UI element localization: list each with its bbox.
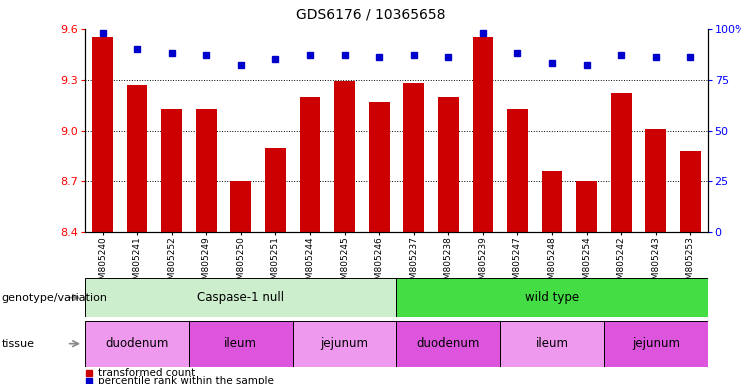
Text: GDS6176 / 10365658: GDS6176 / 10365658 — [296, 8, 445, 22]
Bar — [438, 97, 459, 232]
Bar — [189, 321, 293, 367]
Bar — [403, 83, 424, 232]
Bar — [127, 85, 147, 232]
Text: jejunum: jejunum — [321, 337, 368, 350]
Text: wild type: wild type — [525, 291, 579, 304]
Bar — [334, 81, 355, 232]
Bar — [196, 109, 216, 232]
Bar — [369, 102, 390, 232]
Bar — [611, 93, 631, 232]
Bar — [92, 37, 113, 232]
Text: genotype/variation: genotype/variation — [1, 293, 107, 303]
Bar — [604, 321, 708, 367]
Bar — [265, 147, 286, 232]
Text: duodenum: duodenum — [416, 337, 480, 350]
Bar — [299, 97, 320, 232]
Bar — [162, 109, 182, 232]
Bar — [500, 321, 604, 367]
Text: tissue: tissue — [1, 339, 35, 349]
Bar — [396, 321, 500, 367]
Bar — [293, 321, 396, 367]
Bar — [85, 278, 396, 317]
Bar — [645, 129, 666, 232]
Bar — [230, 182, 251, 232]
Bar — [396, 278, 708, 317]
Text: Caspase-1 null: Caspase-1 null — [197, 291, 285, 304]
Text: transformed count: transformed count — [98, 368, 196, 378]
Text: ileum: ileum — [536, 337, 568, 350]
Bar — [85, 321, 189, 367]
Text: ileum: ileum — [225, 337, 257, 350]
Bar — [680, 151, 701, 232]
Text: percentile rank within the sample: percentile rank within the sample — [98, 376, 274, 384]
Bar — [542, 171, 562, 232]
Bar — [507, 109, 528, 232]
Bar — [473, 37, 494, 232]
Text: jejunum: jejunum — [632, 337, 679, 350]
Text: duodenum: duodenum — [105, 337, 169, 350]
Bar — [576, 182, 597, 232]
